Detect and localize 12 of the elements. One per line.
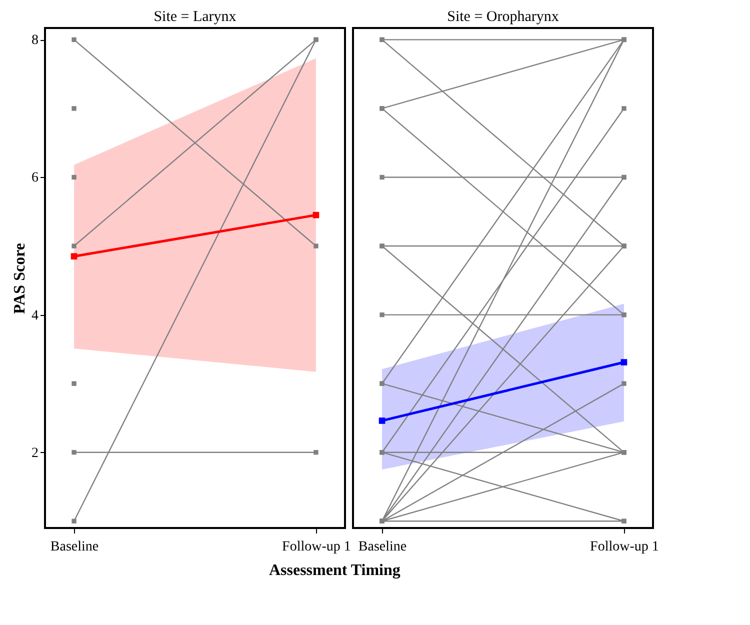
x-tick-label: Baseline — [50, 540, 99, 554]
x-axis-title: Assessment Timing — [268, 562, 400, 579]
chart-title: Site = Larynx — [154, 9, 237, 25]
y-tick-label: 6 — [32, 170, 38, 186]
y-axis-title: PAS Score — [12, 243, 28, 314]
x-tick-label: Baseline — [358, 540, 407, 554]
chart-title: Site = Oropharynx — [447, 9, 560, 25]
y-tick-label: 2 — [32, 446, 38, 461]
x-tick-label: Follow-up 1 — [590, 540, 659, 554]
y-tick-label: 4 — [32, 308, 38, 324]
y-tick-label: 8 — [32, 33, 38, 48]
x-tick-label: Follow-up 1 — [282, 540, 351, 554]
